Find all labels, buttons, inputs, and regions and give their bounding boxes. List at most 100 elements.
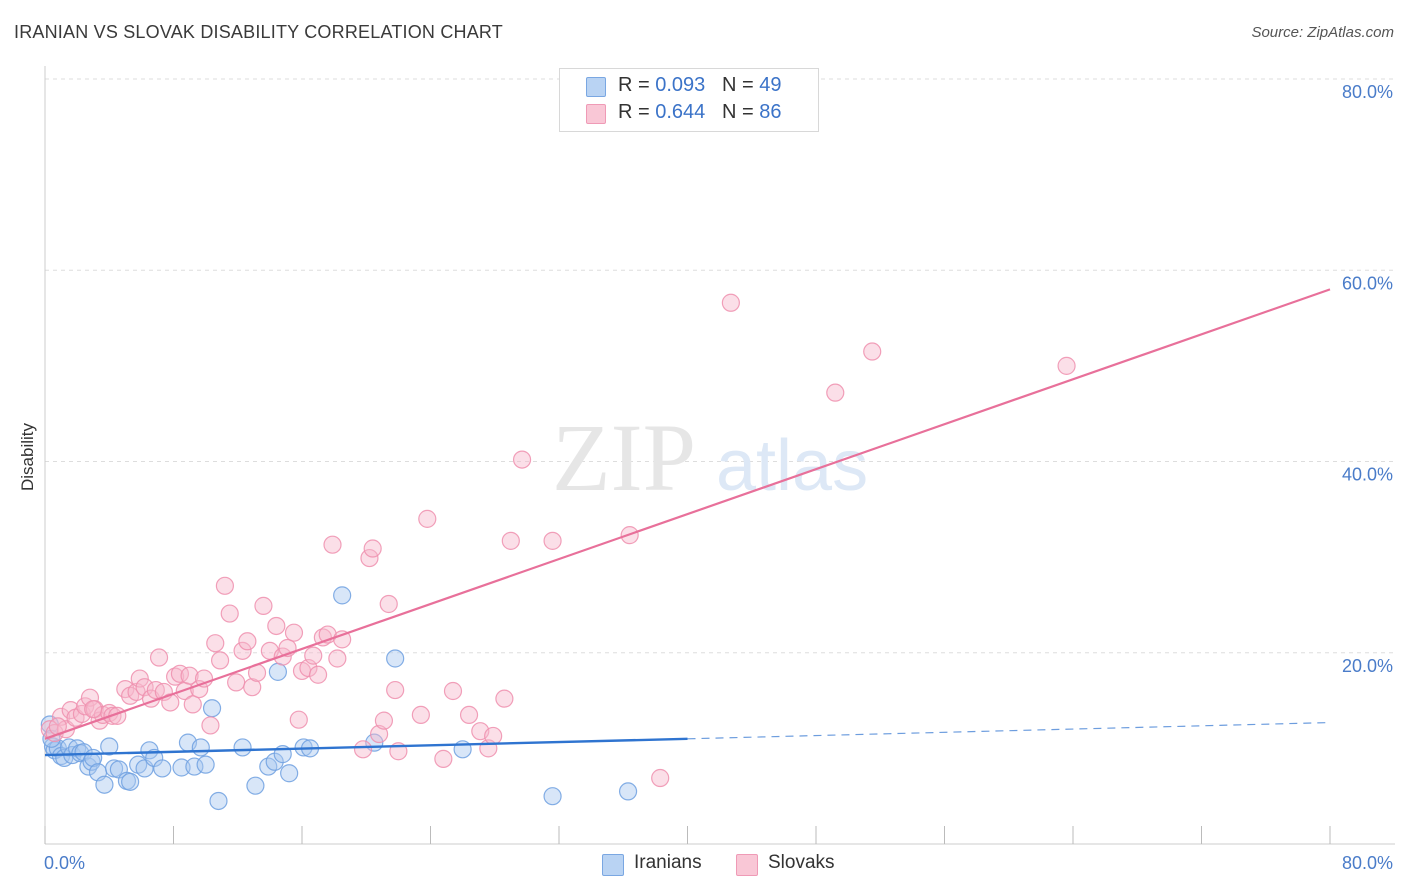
- slovaks-point: [130, 669, 149, 688]
- x-tick-label-end: 80.0%: [1342, 853, 1393, 873]
- slovaks-point: [190, 679, 209, 699]
- slovaks-point: [333, 630, 352, 649]
- slovaks-point: [220, 604, 239, 623]
- iranians-trend-line: [44, 737, 688, 757]
- iranians-point: [95, 775, 114, 794]
- y-tick-label: 60.0%: [1342, 273, 1393, 293]
- slovaks-point: [363, 539, 382, 558]
- axes: [44, 66, 1395, 845]
- slovaks-point: [254, 596, 273, 615]
- iranians-point: [246, 776, 265, 795]
- slovaks-point: [721, 293, 740, 312]
- slovaks-point: [543, 531, 562, 550]
- slovaks-point: [459, 705, 479, 725]
- slovaks-point: [370, 724, 389, 744]
- slovaks-point: [238, 632, 257, 651]
- slovaks-point: [201, 716, 220, 735]
- iranians-trend-extension: [687, 721, 1331, 740]
- slovaks-point: [166, 667, 185, 686]
- iranians-point: [543, 787, 562, 806]
- slovaks-point: [501, 531, 520, 550]
- slovaks-point: [434, 749, 453, 768]
- legend-n-value: 86: [759, 101, 782, 123]
- iranians-point: [233, 738, 252, 757]
- legend-r-value: 0.644: [655, 101, 706, 123]
- iranians-point: [172, 758, 191, 777]
- data-points: [40, 293, 1076, 811]
- slovaks-point: [149, 648, 169, 667]
- slovaks-point: [135, 678, 154, 697]
- y-tick-label: 80.0%: [1342, 82, 1393, 102]
- slovaks-trend-line: [44, 288, 1331, 740]
- slovaks-point: [233, 641, 252, 660]
- slovaks-point: [484, 726, 503, 746]
- trend-lines: [44, 288, 1331, 757]
- slovaks-point: [374, 711, 394, 730]
- iranians-point: [153, 759, 172, 778]
- iranians-point: [618, 782, 638, 801]
- correlation-legend: R = 0.093 N = 49 R = 0.644 N = 86: [559, 68, 819, 132]
- legend-swatch-iranians: [586, 77, 606, 97]
- y-tick-label: 40.0%: [1342, 465, 1393, 485]
- legend-text-iranians: R = 0.093 N = 49: [618, 74, 781, 97]
- grid-lines: [45, 78, 1395, 654]
- watermark-atlas: atlas: [716, 426, 868, 506]
- slovaks-point: [210, 651, 230, 670]
- tick-labels: 20.0% 40.0% 60.0% 80.0% 0.0% 80.0%: [44, 82, 1393, 873]
- x-tick-label-start: 0.0%: [44, 853, 85, 873]
- y-tick-label: 20.0%: [1342, 656, 1393, 676]
- slovaks-point: [495, 689, 514, 708]
- slovaks-point: [180, 666, 199, 685]
- iranians-point: [191, 738, 210, 757]
- slovaks-point: [651, 768, 670, 788]
- iranians-point: [386, 649, 405, 668]
- slovaks-point: [863, 342, 882, 361]
- slovaks-point: [443, 681, 463, 701]
- slovaks-point: [313, 628, 332, 647]
- slovaks-point: [84, 700, 103, 719]
- slovaks-point: [379, 594, 398, 614]
- bottom-label-slovaks: Slovaks: [768, 852, 835, 873]
- iranians-point: [268, 662, 288, 681]
- legend-n-label: N =: [721, 74, 754, 96]
- iranians-point: [100, 737, 119, 756]
- slovaks-point: [308, 665, 328, 684]
- watermark-zip: ZIP: [552, 404, 696, 511]
- bottom-swatch-slovaks: [736, 854, 758, 876]
- slovaks-point: [1057, 356, 1076, 375]
- slovaks-point: [360, 548, 379, 568]
- legend-r-label: R =: [618, 101, 650, 123]
- iranians-point: [185, 757, 204, 776]
- slovaks-point: [304, 646, 323, 665]
- slovaks-point: [512, 450, 532, 469]
- legend-r-value: 0.093: [655, 74, 706, 96]
- legend-r-label: R =: [618, 74, 650, 96]
- slovaks-point: [284, 623, 304, 642]
- bottom-swatch-iranians: [602, 854, 624, 876]
- slovaks-point: [206, 634, 225, 653]
- slovaks-point: [215, 576, 234, 595]
- slovaks-point: [243, 678, 262, 697]
- y-axis-title: Disability: [18, 422, 37, 491]
- iranians-point: [333, 586, 352, 605]
- slovaks-point: [289, 710, 308, 729]
- slovaks-point: [328, 649, 347, 668]
- slovaks-point: [267, 616, 286, 636]
- bottom-label-iranians: Iranians: [634, 852, 702, 873]
- slovaks-point: [411, 705, 430, 725]
- slovaks-point: [353, 740, 373, 759]
- slovaks-point: [80, 688, 100, 707]
- slovaks-point: [386, 680, 405, 700]
- slovaks-point: [418, 509, 437, 528]
- slovaks-point: [826, 383, 845, 402]
- source-label: Source: ZipAtlas.com: [1251, 24, 1394, 41]
- iranians-point: [196, 755, 215, 774]
- legend-n-value: 49: [759, 74, 782, 96]
- chart-title: IRANIAN VS SLOVAK DISABILITY CORRELATION…: [14, 22, 503, 42]
- legend-swatch-slovaks: [586, 104, 606, 124]
- legend-text-slovaks: R = 0.644 N = 86: [618, 101, 781, 124]
- slovaks-point: [227, 673, 246, 692]
- iranians-point: [121, 772, 140, 791]
- slovaks-point: [183, 695, 202, 714]
